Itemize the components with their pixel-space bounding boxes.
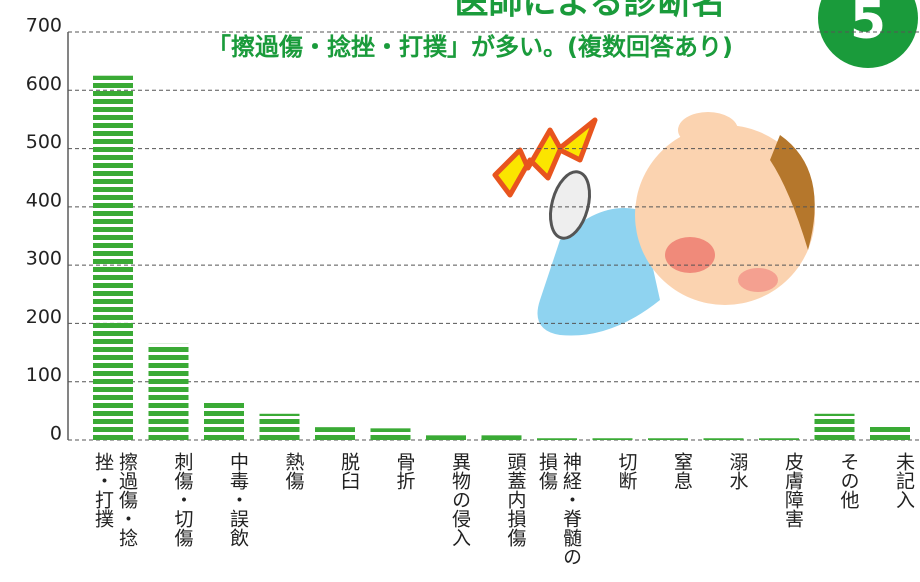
x-tick-label: 骨折 (393, 452, 416, 490)
bar (315, 427, 355, 440)
bar (759, 438, 799, 440)
badge (818, 0, 918, 68)
bar (870, 424, 910, 440)
badge-number: 5 (850, 0, 886, 51)
bar (259, 413, 300, 440)
x-tick-label: 窒息 (671, 452, 693, 490)
x-tick-label: 脱臼 (338, 452, 360, 490)
x-tick-label: 擦過傷・捻挫・打撲 (92, 452, 138, 547)
bar (814, 413, 855, 440)
bar (703, 438, 744, 440)
bar (426, 435, 466, 440)
x-tick-label: 異物の侵入 (449, 452, 471, 547)
y-tick-label: 400 (26, 189, 62, 211)
bar (537, 438, 577, 440)
chart-subtitle: 「擦過傷・捻挫・打撲」が多い。(複数回答あり) (207, 33, 733, 61)
bar (648, 438, 688, 440)
x-tick-label: その他 (837, 452, 860, 509)
bar (592, 438, 633, 440)
bar (204, 402, 244, 440)
x-tick-label: 刺傷・切傷 (171, 452, 194, 547)
chart-title: 医師による診断名 (455, 0, 726, 23)
y-tick-label: 300 (26, 248, 62, 270)
x-tick-label: 未記入 (893, 452, 915, 509)
x-tick-label: 頭蓋内損傷 (504, 452, 527, 547)
x-tick-label: 切断 (615, 452, 638, 490)
bar (481, 435, 522, 440)
x-tick-label: 溺水 (726, 452, 749, 490)
illustration (492, 112, 815, 336)
y-tick-label: 0 (50, 423, 62, 445)
bar (93, 75, 133, 440)
y-tick-label: 700 (26, 15, 62, 37)
y-tick-label: 200 (26, 306, 62, 328)
x-tick-label: 中毒・誤飲 (227, 452, 249, 547)
y-tick-label: 100 (26, 364, 62, 386)
y-tick-label: 500 (26, 131, 62, 153)
x-tick-label: 熱傷 (282, 452, 305, 490)
bar (148, 343, 189, 440)
y-tick-label: 600 (26, 73, 62, 95)
bar (370, 428, 411, 440)
x-tick-label: 神経・脊髄の損傷 (536, 452, 582, 566)
x-tick-label: 皮膚障害 (782, 452, 804, 528)
